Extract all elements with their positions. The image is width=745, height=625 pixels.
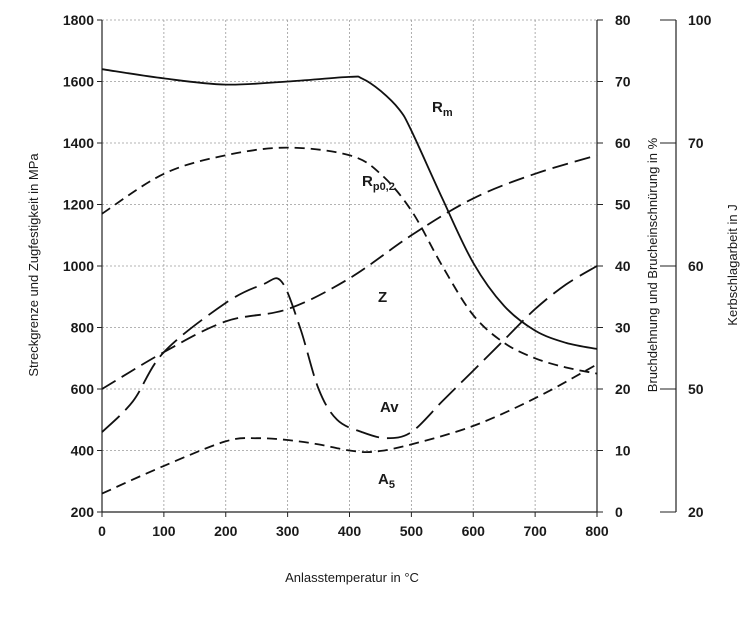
y-right1-tick-label: 40 xyxy=(615,258,631,274)
y-left-tick-label: 1400 xyxy=(63,135,94,151)
x-tick-label: 800 xyxy=(585,523,609,539)
axes xyxy=(97,19,677,517)
y-right2-tick-label: 70 xyxy=(688,135,704,151)
y-right1-tick-label: 30 xyxy=(615,320,631,336)
x-tick-label: 500 xyxy=(400,523,424,539)
x-tick-label: 0 xyxy=(98,523,106,539)
y-left-tick-label: 1800 xyxy=(63,12,94,28)
series-line-rm xyxy=(101,68,598,350)
y-right1-tick-label: 20 xyxy=(615,381,631,397)
y-right2-tick-label: 20 xyxy=(688,504,704,520)
y-left-tick-label: 400 xyxy=(71,443,95,459)
series-line-rp02 xyxy=(101,146,598,375)
series-line-a5 xyxy=(101,363,598,495)
y-right1-tick-label: 60 xyxy=(615,135,631,151)
x-tick-label: 700 xyxy=(523,523,547,539)
series-label-z: Z xyxy=(378,289,387,306)
y-axis-right2-label: Kerbschlagarbeit in J xyxy=(725,204,740,325)
x-tick-label: 600 xyxy=(462,523,486,539)
series-label-av: Av xyxy=(380,399,399,416)
series-labels: Rm Rp0,2 Z Av A5 xyxy=(362,99,453,491)
y-left-tick-label: 200 xyxy=(71,504,95,520)
grid xyxy=(101,19,598,513)
series-label-rm: Rm xyxy=(432,99,453,119)
y-axis-left-label: Streckgrenze und Zugfestigkeit in MPa xyxy=(26,153,41,377)
series-line-av xyxy=(101,265,598,440)
x-tick-label: 100 xyxy=(152,523,176,539)
y-right1-tick-label: 70 xyxy=(615,74,631,90)
x-tick-label: 300 xyxy=(276,523,300,539)
y-right1-tick-label: 10 xyxy=(615,443,631,459)
y-right2-tick-label: 60 xyxy=(688,258,704,274)
y-axis-right1-label: Bruchdehnung und Brucheinschnürung in % xyxy=(645,137,660,392)
series-lines xyxy=(101,68,598,495)
y-left-tick-label: 1200 xyxy=(63,197,94,213)
series-label-a5: A5 xyxy=(378,471,395,491)
series-label-rp02: Rp0,2 xyxy=(362,173,395,193)
y-right2-tick-label: 100 xyxy=(688,12,712,28)
x-axis-label: Anlasstemperatur in °C xyxy=(285,570,419,585)
y-left-tick-label: 1600 xyxy=(63,74,94,90)
y-right1-tick-label: 80 xyxy=(615,12,631,28)
tick-labels: 0 100 200 300 400 500 600 700 800200400600800100… xyxy=(63,12,712,539)
x-tick-label: 200 xyxy=(214,523,238,539)
y-right1-tick-label: 50 xyxy=(615,197,631,213)
y-left-tick-label: 800 xyxy=(71,320,95,336)
y-left-tick-label: 1000 xyxy=(63,258,94,274)
series-line-z xyxy=(101,154,598,390)
x-tick-label: 400 xyxy=(338,523,362,539)
y-right1-tick-label: 0 xyxy=(615,504,623,520)
y-left-tick-label: 600 xyxy=(71,381,95,397)
y-right2-tick-label: 50 xyxy=(688,381,704,397)
